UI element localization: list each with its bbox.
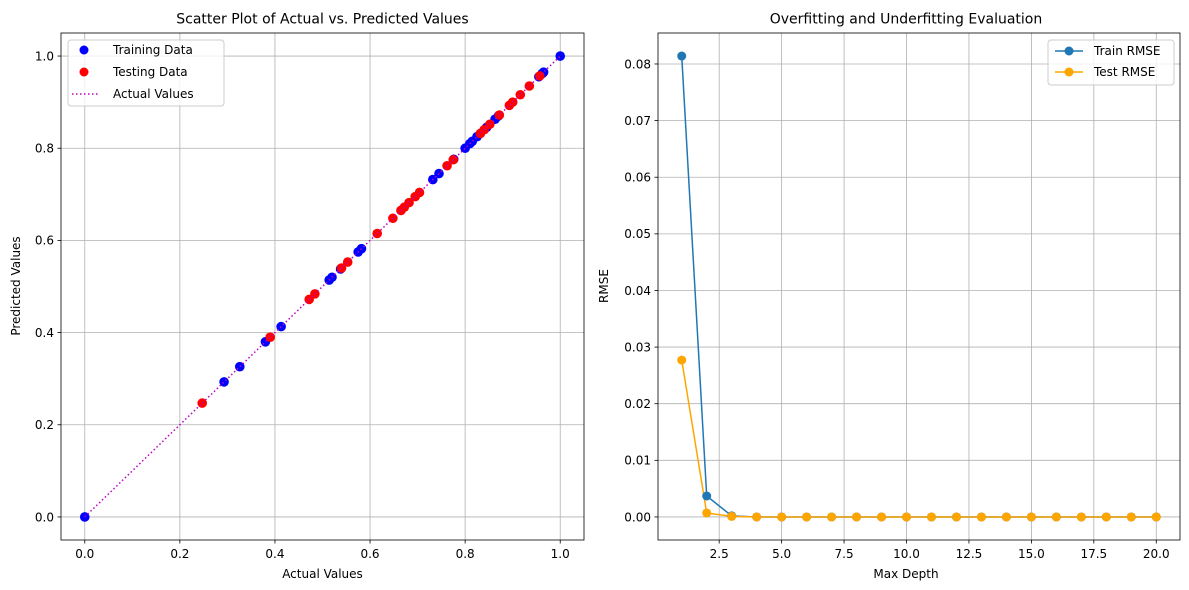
x-axis-label: Max Depth xyxy=(873,567,938,581)
test-rmse-point xyxy=(926,512,936,522)
axes-frame xyxy=(60,32,585,541)
rmse-line-chart: Overfitting and Underfitting Evaluation … xyxy=(597,12,1181,581)
testing-point xyxy=(524,81,535,91)
legend-label-actual: Actual Values xyxy=(113,87,194,101)
y-tick-label: 0.01 xyxy=(624,454,651,468)
x-tick-label: 1.0 xyxy=(551,547,570,561)
training-point xyxy=(79,512,90,522)
legend: Train RMSE Test RMSE xyxy=(1047,39,1175,86)
legend-label-training: Training Data xyxy=(112,43,193,57)
x-tick-label: 0.0 xyxy=(75,547,94,561)
test-rmse-point xyxy=(1076,512,1086,522)
y-tick-label: 0.4 xyxy=(35,326,54,340)
legend-label-train: Train RMSE xyxy=(1093,44,1161,58)
test-rmse-point xyxy=(677,355,687,365)
grid xyxy=(61,33,584,540)
legend-marker-training xyxy=(79,45,89,55)
test-rmse-point xyxy=(852,512,862,522)
test-rmse-point xyxy=(1126,512,1136,522)
test-rmse-point xyxy=(951,512,961,522)
testing-point xyxy=(265,332,276,343)
legend-marker-test xyxy=(1064,67,1074,77)
test-rmse-point xyxy=(902,512,912,522)
legend-frame xyxy=(67,39,225,107)
y-tick-label: 0.08 xyxy=(624,57,651,71)
x-tick-label: 15.0 xyxy=(1018,547,1045,561)
x-tick-label: 0.4 xyxy=(265,547,284,561)
y-tick-label: 0.0 xyxy=(35,510,54,524)
x-tick-label: 20.0 xyxy=(1143,547,1170,561)
test-rmse-point xyxy=(777,512,787,522)
test-rmse-point xyxy=(702,508,712,518)
test-rmse-point xyxy=(1151,512,1161,522)
chart-title: Scatter Plot of Actual vs. Predicted Val… xyxy=(176,12,468,28)
y-tick-label: 0.6 xyxy=(35,234,54,248)
test-rmse-point xyxy=(1001,512,1011,522)
testing-point xyxy=(414,187,425,198)
x-axis-label: Actual Values xyxy=(282,567,363,581)
scatter-chart: Scatter Plot of Actual vs. Predicted Val… xyxy=(9,12,585,581)
x-tick-label: 17.5 xyxy=(1080,547,1107,561)
y-tick-label: 0.06 xyxy=(624,171,651,185)
testing-point xyxy=(515,89,526,100)
legend-label-testing: Testing Data xyxy=(112,65,188,79)
x-tick-label: 0.6 xyxy=(360,547,379,561)
test-rmse-point xyxy=(827,512,837,522)
legend-marker-train xyxy=(1064,46,1074,56)
y-tick-label: 0.03 xyxy=(624,340,651,354)
chart-title: Overfitting and Underfitting Evaluation xyxy=(770,12,1043,28)
y-tick-label: 0.2 xyxy=(35,418,54,432)
y-axis-label: Predicted Values xyxy=(9,236,23,335)
y-tick-label: 0.05 xyxy=(624,227,651,241)
plot-area xyxy=(79,51,566,522)
train-rmse-point xyxy=(677,51,687,61)
legend-label-test: Test RMSE xyxy=(1093,65,1155,79)
axis-ticks: 0.0 0.2 0.4 0.6 0.8 1.0 0.0 0.2 0.4 0.6 0.8 1.0 xyxy=(35,49,570,561)
x-tick-label: 0.2 xyxy=(170,547,189,561)
y-tick-label: 0.07 xyxy=(624,114,651,128)
axis-ticks: 2.5 5.0 7.5 10.0 12.5 15.0 17.5 20.0 0.00 0.01 0.0… xyxy=(624,57,1169,561)
test-rmse-point xyxy=(752,512,762,522)
y-tick-label: 1.0 xyxy=(35,49,54,63)
train-rmse-point xyxy=(702,491,712,501)
x-tick-label: 12.5 xyxy=(956,547,983,561)
test-rmse-point xyxy=(976,512,986,522)
legend: Training Data Testing Data Actual Values xyxy=(67,39,225,107)
legend-marker-testing xyxy=(79,67,89,77)
y-tick-label: 0.8 xyxy=(35,142,54,156)
x-tick-label: 10.0 xyxy=(893,547,920,561)
y-tick-label: 0.00 xyxy=(624,510,651,524)
plot-area xyxy=(677,51,1161,522)
test-rmse-point xyxy=(727,511,737,521)
y-tick-label: 0.04 xyxy=(624,284,651,298)
test-rmse-point xyxy=(877,512,887,522)
x-tick-label: 7.5 xyxy=(835,547,854,561)
test-rmse-point xyxy=(1051,512,1061,522)
training-point xyxy=(555,51,566,61)
test-rmse-point xyxy=(1101,512,1111,522)
y-axis-label: RMSE xyxy=(597,269,611,303)
testing-point xyxy=(372,228,382,239)
y-tick-label: 0.02 xyxy=(624,397,651,411)
x-tick-label: 0.8 xyxy=(456,547,475,561)
testing-point xyxy=(342,257,353,267)
axes-frame xyxy=(657,32,1181,541)
test-rmse-point xyxy=(802,512,812,522)
test-rmse-point xyxy=(1026,512,1036,522)
x-tick-label: 2.5 xyxy=(710,547,729,561)
x-tick-label: 5.0 xyxy=(772,547,791,561)
